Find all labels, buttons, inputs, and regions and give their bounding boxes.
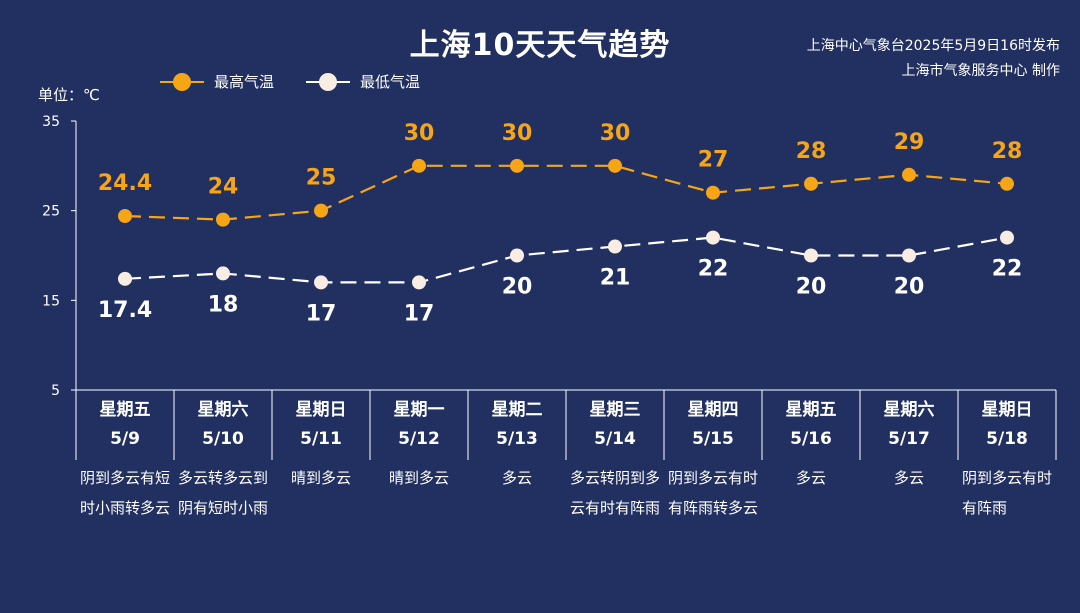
weather-description: 多云 xyxy=(501,469,532,487)
issuer-line-2: 上海市气象服务中心 制作 xyxy=(901,63,1060,79)
date-label: 5/18 xyxy=(986,429,1028,449)
legend-high-marker xyxy=(160,72,204,92)
weekday-label: 星期二 xyxy=(491,400,543,420)
weather-description: 阴到多云有时有阵雨 xyxy=(962,469,1053,517)
day-header: 星期五 5/9 xyxy=(76,396,174,454)
data-label-low: 22 xyxy=(992,257,1023,282)
day-header: 星期日 5/11 xyxy=(272,396,370,454)
issuer-line-1: 上海中心气象台2025年5月9日16时发布 xyxy=(806,38,1060,54)
point-low xyxy=(1000,230,1014,245)
point-low xyxy=(216,266,230,281)
legend-item-high: 最高气温 xyxy=(160,71,274,92)
y-tick-label: 5 xyxy=(51,383,60,399)
day-header: 星期日 5/18 xyxy=(958,396,1056,454)
weekday-label: 星期日 xyxy=(295,400,347,420)
data-label-high: 25 xyxy=(306,166,337,191)
point-low xyxy=(706,230,720,245)
point-low xyxy=(902,248,916,263)
series-line-high xyxy=(124,164,1008,221)
point-high xyxy=(804,176,818,191)
weekday-label: 星期一 xyxy=(393,400,445,420)
chart-legend: 最高气温 最低气温 xyxy=(160,71,420,92)
data-label-high: 30 xyxy=(502,121,533,146)
data-label-low: 17 xyxy=(306,301,337,326)
legend-low-marker xyxy=(306,72,351,92)
weather-description: 晴到多云 xyxy=(388,469,449,487)
point-high xyxy=(1000,176,1014,191)
legend-low-label: 最低气温 xyxy=(360,73,421,91)
data-label-high: 24.4 xyxy=(98,171,152,196)
point-high xyxy=(510,158,524,173)
data-label-low: 18 xyxy=(208,292,239,317)
point-low xyxy=(510,248,524,263)
data-label-low: 20 xyxy=(502,275,533,300)
weather-description: 多云 xyxy=(795,469,826,487)
day-header: 星期二 5/13 xyxy=(468,396,566,454)
weekday-label: 星期五 xyxy=(99,400,151,420)
data-label-low: 17 xyxy=(404,301,435,326)
legend-high-label: 最高气温 xyxy=(214,73,275,91)
point-low xyxy=(118,271,132,286)
data-label-low: 20 xyxy=(796,275,827,300)
data-label-low: 22 xyxy=(698,257,729,282)
weekday-label: 星期六 xyxy=(197,400,249,420)
data-label-high: 27 xyxy=(698,148,729,173)
page-title: 上海10天天气趋势 xyxy=(409,28,671,63)
date-label: 5/11 xyxy=(300,429,342,449)
weather-description: 晴到多云 xyxy=(290,469,351,487)
point-high xyxy=(608,158,622,173)
data-label-high: 28 xyxy=(992,139,1023,164)
weekday-label: 星期三 xyxy=(589,400,641,420)
date-label: 5/17 xyxy=(888,429,930,449)
date-label: 5/16 xyxy=(790,429,832,449)
weekday-label: 星期日 xyxy=(981,400,1033,420)
data-label-low: 20 xyxy=(894,275,925,300)
day-header: 星期六 5/17 xyxy=(860,396,958,454)
day-header: 星期四 5/15 xyxy=(664,396,762,454)
weather-description: 多云 xyxy=(893,469,924,487)
weekday-label: 星期四 xyxy=(687,400,739,420)
date-label: 5/12 xyxy=(398,429,440,449)
point-high xyxy=(902,167,916,182)
data-label-low: 21 xyxy=(600,266,631,291)
issuer-info: 上海中心气象台2025年5月9日16时发布 上海市气象服务中心 制作 xyxy=(807,34,1060,84)
day-header: 星期六 5/10 xyxy=(174,396,272,454)
point-low xyxy=(412,275,426,290)
weather-description: 多云转多云到阴有短时小雨 xyxy=(178,469,269,517)
point-high xyxy=(706,185,720,200)
day-header: 星期三 5/14 xyxy=(566,396,664,454)
point-low xyxy=(608,239,622,254)
data-label-high: 30 xyxy=(600,121,631,146)
data-label-high: 29 xyxy=(894,130,925,155)
y-tick-label: 25 xyxy=(42,204,60,220)
data-label-high: 24 xyxy=(208,175,239,200)
point-high xyxy=(314,203,328,218)
weather-description: 多云转阴到多云有时有阵雨 xyxy=(570,469,661,517)
point-high xyxy=(216,212,230,227)
point-high xyxy=(118,209,132,224)
date-label: 5/10 xyxy=(202,429,244,449)
date-label: 5/15 xyxy=(692,429,734,449)
weekday-label: 星期五 xyxy=(785,400,837,420)
date-label: 5/9 xyxy=(110,429,140,449)
y-tick-label: 15 xyxy=(42,293,60,309)
weekday-label: 星期六 xyxy=(883,400,935,420)
point-high xyxy=(412,158,426,173)
data-label-high: 28 xyxy=(796,139,827,164)
date-label: 5/13 xyxy=(496,429,538,449)
data-label-low: 17.4 xyxy=(98,298,152,323)
day-header: 星期一 5/12 xyxy=(370,396,468,454)
date-label: 5/14 xyxy=(594,429,636,449)
legend-item-low: 最低气温 xyxy=(306,71,420,92)
data-label-high: 30 xyxy=(404,121,435,146)
weather-description: 阴到多云有时有阵雨转多云 xyxy=(668,469,759,517)
y-tick-label: 35 xyxy=(42,114,60,130)
series-line-low xyxy=(124,236,1008,284)
point-low xyxy=(804,248,818,263)
unit-label: 单位：℃ xyxy=(38,86,100,104)
weather-description: 阴到多云有短时小雨转多云 xyxy=(80,469,171,517)
day-header: 星期五 5/16 xyxy=(762,396,860,454)
point-low xyxy=(314,275,328,290)
